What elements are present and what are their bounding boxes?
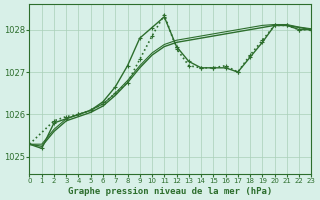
X-axis label: Graphe pression niveau de la mer (hPa): Graphe pression niveau de la mer (hPa) (68, 187, 273, 196)
